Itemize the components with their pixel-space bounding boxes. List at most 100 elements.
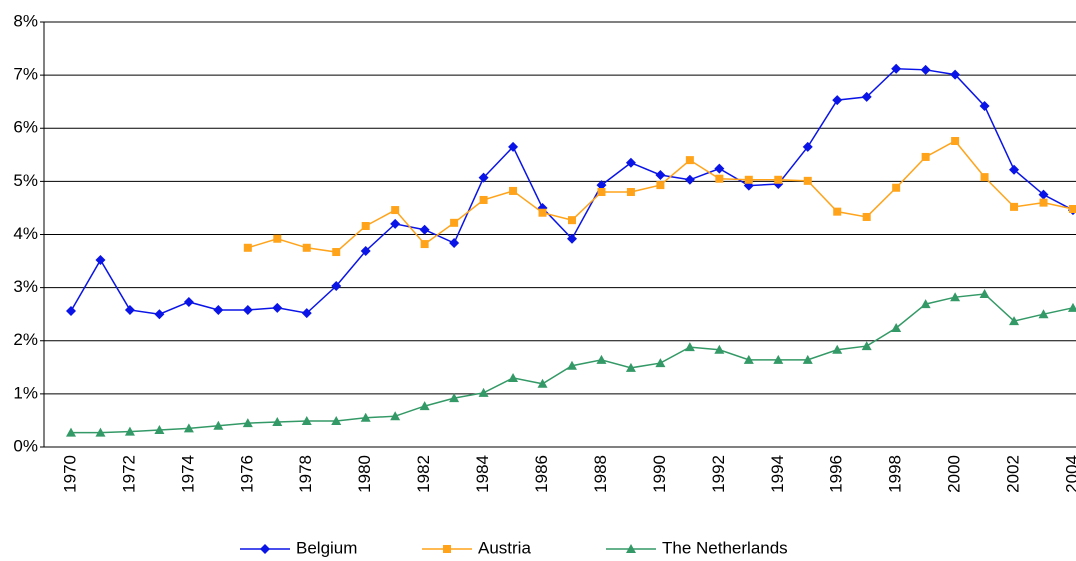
data-point: [66, 427, 76, 437]
data-point: [183, 296, 194, 307]
x-tick-label: 1998: [886, 455, 905, 493]
data-point: [154, 309, 165, 320]
series-line: [247, 140, 1074, 253]
data-point: [273, 234, 282, 243]
data-point: [714, 344, 725, 354]
data-point: [95, 255, 106, 265]
data-point: [242, 304, 253, 315]
data-point: [597, 188, 606, 196]
data-point: [450, 218, 459, 227]
legend-marker: [260, 544, 270, 554]
data-point: [920, 299, 931, 309]
x-tick-label: 1984: [473, 455, 492, 493]
data-point: [390, 218, 401, 229]
data-point: [332, 248, 341, 257]
y-tick-label: 3%: [13, 277, 38, 296]
legend-marker: [626, 544, 636, 553]
data-point: [95, 427, 106, 437]
data-point: [479, 195, 488, 204]
data-point: [803, 176, 812, 185]
data-point: [509, 186, 518, 195]
data-point: [419, 224, 430, 235]
data-point: [980, 173, 989, 182]
data-point: [626, 188, 635, 196]
data-point: [625, 157, 636, 168]
data-point: [272, 417, 283, 427]
y-tick-label: 0%: [13, 436, 38, 455]
data-point: [656, 181, 665, 190]
data-point: [183, 423, 194, 433]
x-tick-label: 1976: [237, 455, 256, 493]
data-point: [833, 207, 842, 216]
data-point: [714, 163, 725, 174]
data-point: [360, 245, 371, 256]
data-point: [920, 64, 931, 75]
data-point: [921, 152, 930, 161]
data-point: [243, 243, 252, 252]
data-point: [420, 240, 429, 249]
x-tick-label: 1978: [296, 455, 315, 493]
y-tick-label: 5%: [13, 171, 38, 190]
x-tick-label: 1992: [709, 455, 728, 493]
x-tick-label: 1990: [650, 455, 669, 493]
x-tick-label: 1994: [768, 455, 787, 493]
data-point: [124, 304, 135, 315]
data-point: [743, 354, 754, 364]
data-point: [950, 69, 961, 80]
data-point: [272, 302, 283, 313]
legend-marker: [443, 545, 451, 553]
data-point: [1009, 316, 1020, 326]
data-point: [391, 206, 400, 215]
y-tick-label: 8%: [13, 11, 38, 30]
data-point: [655, 358, 666, 368]
data-point: [891, 323, 902, 332]
x-tick-label: 2002: [1004, 455, 1023, 493]
data-point: [774, 175, 783, 184]
data-point: [891, 63, 902, 74]
x-tick-label: 1986: [532, 455, 551, 493]
data-point: [861, 341, 872, 351]
data-point: [154, 425, 165, 434]
x-tick-label: 1980: [355, 455, 374, 493]
data-point: [685, 156, 694, 165]
data-point: [832, 95, 843, 106]
data-point: [331, 415, 342, 425]
data-point: [419, 401, 430, 411]
y-tick-label: 6%: [13, 118, 38, 137]
data-point: [1009, 164, 1020, 175]
x-tick-label: 1996: [827, 455, 846, 493]
data-point: [508, 141, 519, 152]
y-tick-label: 2%: [13, 330, 38, 349]
data-point: [684, 174, 695, 185]
data-point: [1039, 198, 1048, 207]
data-point: [361, 222, 370, 230]
data-point: [566, 360, 577, 370]
data-point: [360, 412, 371, 422]
y-tick-label: 1%: [13, 383, 38, 402]
data-point: [301, 415, 312, 425]
data-point: [951, 137, 960, 145]
data-point: [1068, 205, 1076, 213]
data-point: [537, 378, 548, 388]
data-point: [802, 141, 813, 152]
data-point: [331, 281, 342, 292]
data-point: [744, 175, 753, 184]
data-point: [478, 172, 489, 183]
data-point: [390, 411, 401, 421]
x-tick-label: 1982: [414, 455, 433, 493]
data-point: [66, 306, 76, 316]
data-point: [478, 387, 489, 397]
data-point: [213, 420, 224, 430]
series-line: [70, 67, 1074, 315]
x-tick-label: 2004: [1062, 455, 1076, 493]
x-tick-label: 1970: [60, 455, 79, 493]
legend-label: Belgium: [296, 538, 357, 557]
legend-label: Austria: [478, 538, 531, 557]
data-point: [684, 342, 695, 352]
x-tick-label: 1988: [591, 455, 610, 493]
data-point: [832, 344, 843, 354]
data-point: [861, 91, 872, 102]
data-point: [892, 183, 901, 192]
data-point: [802, 354, 813, 364]
